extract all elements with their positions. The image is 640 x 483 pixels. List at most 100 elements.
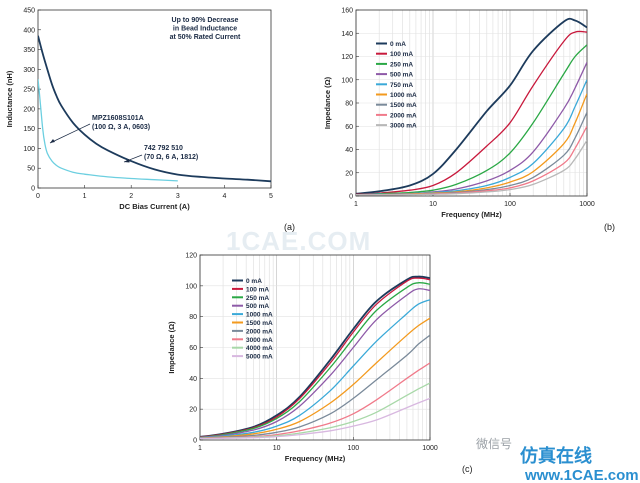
x-tick-label: 100 — [504, 201, 516, 208]
grid-lines — [355, 9, 587, 197]
legend-label: 5000 mA — [246, 354, 273, 361]
series-line-8 — [356, 139, 587, 196]
legend-label: 0 mA — [246, 278, 262, 285]
y-tick-label: 120 — [341, 54, 353, 61]
y-tick-label: 200 — [23, 106, 35, 113]
legend-label: 2000 mA — [246, 328, 273, 335]
x-tick-label: 1 — [83, 193, 87, 200]
y-tick-label: 100 — [341, 77, 353, 84]
series-line-6 — [200, 334, 430, 439]
annotation-line: in Bead Inductance — [173, 26, 237, 33]
chart-0: 0 50 100 150 200 250 300 350 400 450 0 1 2 3 4 5 DC Bias… — [5, 8, 295, 233]
legend-label: 250 mA — [390, 61, 413, 68]
x-tick-label: 10 — [429, 201, 437, 208]
legend-label: 3000 mA — [246, 337, 273, 344]
x-tick-label: 1000 — [579, 201, 595, 208]
x-tick-label: 0 — [36, 193, 40, 200]
legend-label: 4000 mA — [246, 345, 273, 352]
x-tick-label: 10 — [273, 445, 281, 452]
annotation-line: Up to 90% Decrease — [172, 17, 239, 24]
y-tick-label: 120 — [185, 253, 197, 260]
arrow-head-icon — [124, 159, 130, 163]
series-label-742-spec: (70 Ω, 6 A, 1812) — [144, 154, 198, 161]
x-tick-label: 4 — [222, 193, 226, 200]
series-label-mpz-spec: (100 Ω, 3 A, 0603) — [92, 124, 150, 131]
legend: 0 mA 100 mA 250 mA 500 mA 750 mA 1000 mA 1500 … — [376, 41, 417, 130]
legend-label: 0 mA — [390, 41, 406, 48]
y-tick-label: 140 — [341, 31, 353, 38]
series-line-5 — [200, 317, 430, 439]
series-line-4 — [200, 299, 430, 439]
annotation-line: at 50% Rated Current — [170, 34, 241, 41]
x-tick-label: 2 — [129, 193, 133, 200]
series-line-0 — [38, 35, 271, 183]
x-tick-label: 1 — [354, 201, 358, 208]
series-line-1 — [38, 79, 178, 182]
y-tick-label: 60 — [189, 345, 197, 352]
y-axis-label: Impedance (Ω) — [323, 76, 332, 129]
watermark-brand-cn: 仿真在线 — [520, 445, 592, 467]
legend-label: 100 mA — [390, 51, 413, 58]
y-tick-label: 80 — [345, 101, 353, 108]
watermark-center: 1CAE.COM — [226, 226, 371, 256]
legend-label: 1500 mA — [390, 102, 417, 109]
panel-label: (a) — [284, 222, 295, 232]
series-line-1 — [356, 30, 587, 195]
y-tick-label: 20 — [189, 407, 197, 414]
y-tick-label: 60 — [345, 124, 353, 131]
y-tick-label: 100 — [23, 146, 35, 153]
series-line-0 — [356, 17, 587, 195]
legend-label: 750 mA — [390, 82, 413, 89]
panel-label: (b) — [604, 222, 615, 232]
series-line-2 — [200, 282, 430, 438]
series-label-mpz: MPZ1608S101A — [92, 115, 144, 122]
y-tick-label: 0 — [193, 438, 197, 445]
y-tick-label: 80 — [189, 314, 197, 321]
y-tick-label: 50 — [27, 166, 35, 173]
series-line-3 — [200, 288, 430, 439]
x-axis-label: Frequency (MHz) — [285, 454, 346, 463]
legend-label: 250 mA — [246, 295, 269, 302]
x-tick-label: 3 — [176, 193, 180, 200]
y-tick-label: 300 — [23, 67, 35, 74]
y-axis-label: Inductance (nH) — [5, 70, 14, 127]
panel-label: (c) — [462, 464, 473, 474]
legend-label: 500 mA — [246, 303, 269, 310]
legend-label: 100 mA — [246, 286, 269, 293]
y-tick-label: 0 — [31, 186, 35, 193]
y-tick-label: 160 — [341, 8, 353, 15]
watermark-site: www.1CAE.com — [524, 467, 639, 483]
y-tick-label: 0 — [349, 194, 353, 201]
series-line-2 — [356, 44, 587, 196]
arrow-head-icon — [50, 139, 55, 143]
series-line-7 — [200, 362, 430, 440]
x-tick-label: 1 — [198, 445, 202, 452]
legend-label: 2000 mA — [390, 112, 417, 119]
x-tick-label: 5 — [269, 193, 273, 200]
annotation-arrow — [49, 123, 91, 144]
y-tick-label: 40 — [189, 376, 197, 383]
y-tick-label: 100 — [185, 283, 197, 290]
x-tick-label: 1000 — [422, 445, 438, 452]
y-tick-label: 250 — [23, 87, 35, 94]
legend-label: 1000 mA — [246, 312, 273, 319]
watermark-wechat: 微信号 — [476, 437, 512, 451]
y-tick-label: 450 — [23, 8, 35, 15]
legend-label: 1500 mA — [246, 320, 273, 327]
series-line-9 — [200, 397, 430, 440]
x-axis-label: Frequency (MHz) — [441, 210, 502, 219]
chart-1: 0 20 40 60 80 100 120 140 160 1 10 100 1000 Frequency… — [323, 8, 615, 233]
legend-label: 500 mA — [390, 72, 413, 79]
legend-label: 1000 mA — [390, 92, 417, 99]
y-tick-label: 350 — [23, 47, 35, 54]
y-tick-label: 40 — [345, 147, 353, 154]
plot-frame — [37, 9, 272, 189]
y-tick-label: 400 — [23, 27, 35, 34]
x-axis-label: DC Bias Current (A) — [119, 202, 190, 211]
x-tick-label: 100 — [347, 445, 359, 452]
